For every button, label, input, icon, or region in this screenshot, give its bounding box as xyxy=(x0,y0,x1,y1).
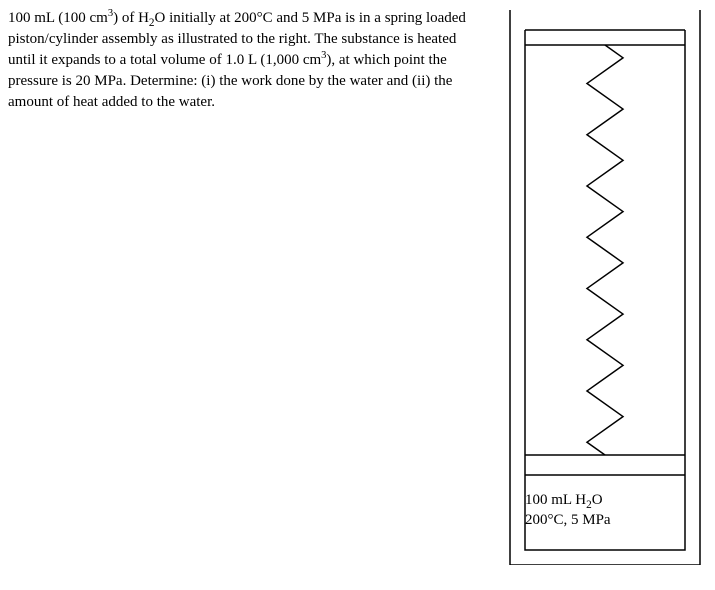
diagram-svg xyxy=(505,5,705,565)
piston-cylinder-diagram xyxy=(505,5,705,565)
problem-statement: 100 mL (100 cm3) of H2O initially at 200… xyxy=(8,8,483,113)
label-line2: 200°C, 5 MPa xyxy=(525,512,611,528)
label-line1-suffix: O xyxy=(592,492,603,508)
problem-text-content: 100 mL (100 cm3) of H2O initially at 200… xyxy=(8,10,466,110)
label-line1-prefix: 100 mL H xyxy=(525,492,586,508)
water-label: 100 mL H2O 200°C, 5 MPa xyxy=(525,490,685,531)
